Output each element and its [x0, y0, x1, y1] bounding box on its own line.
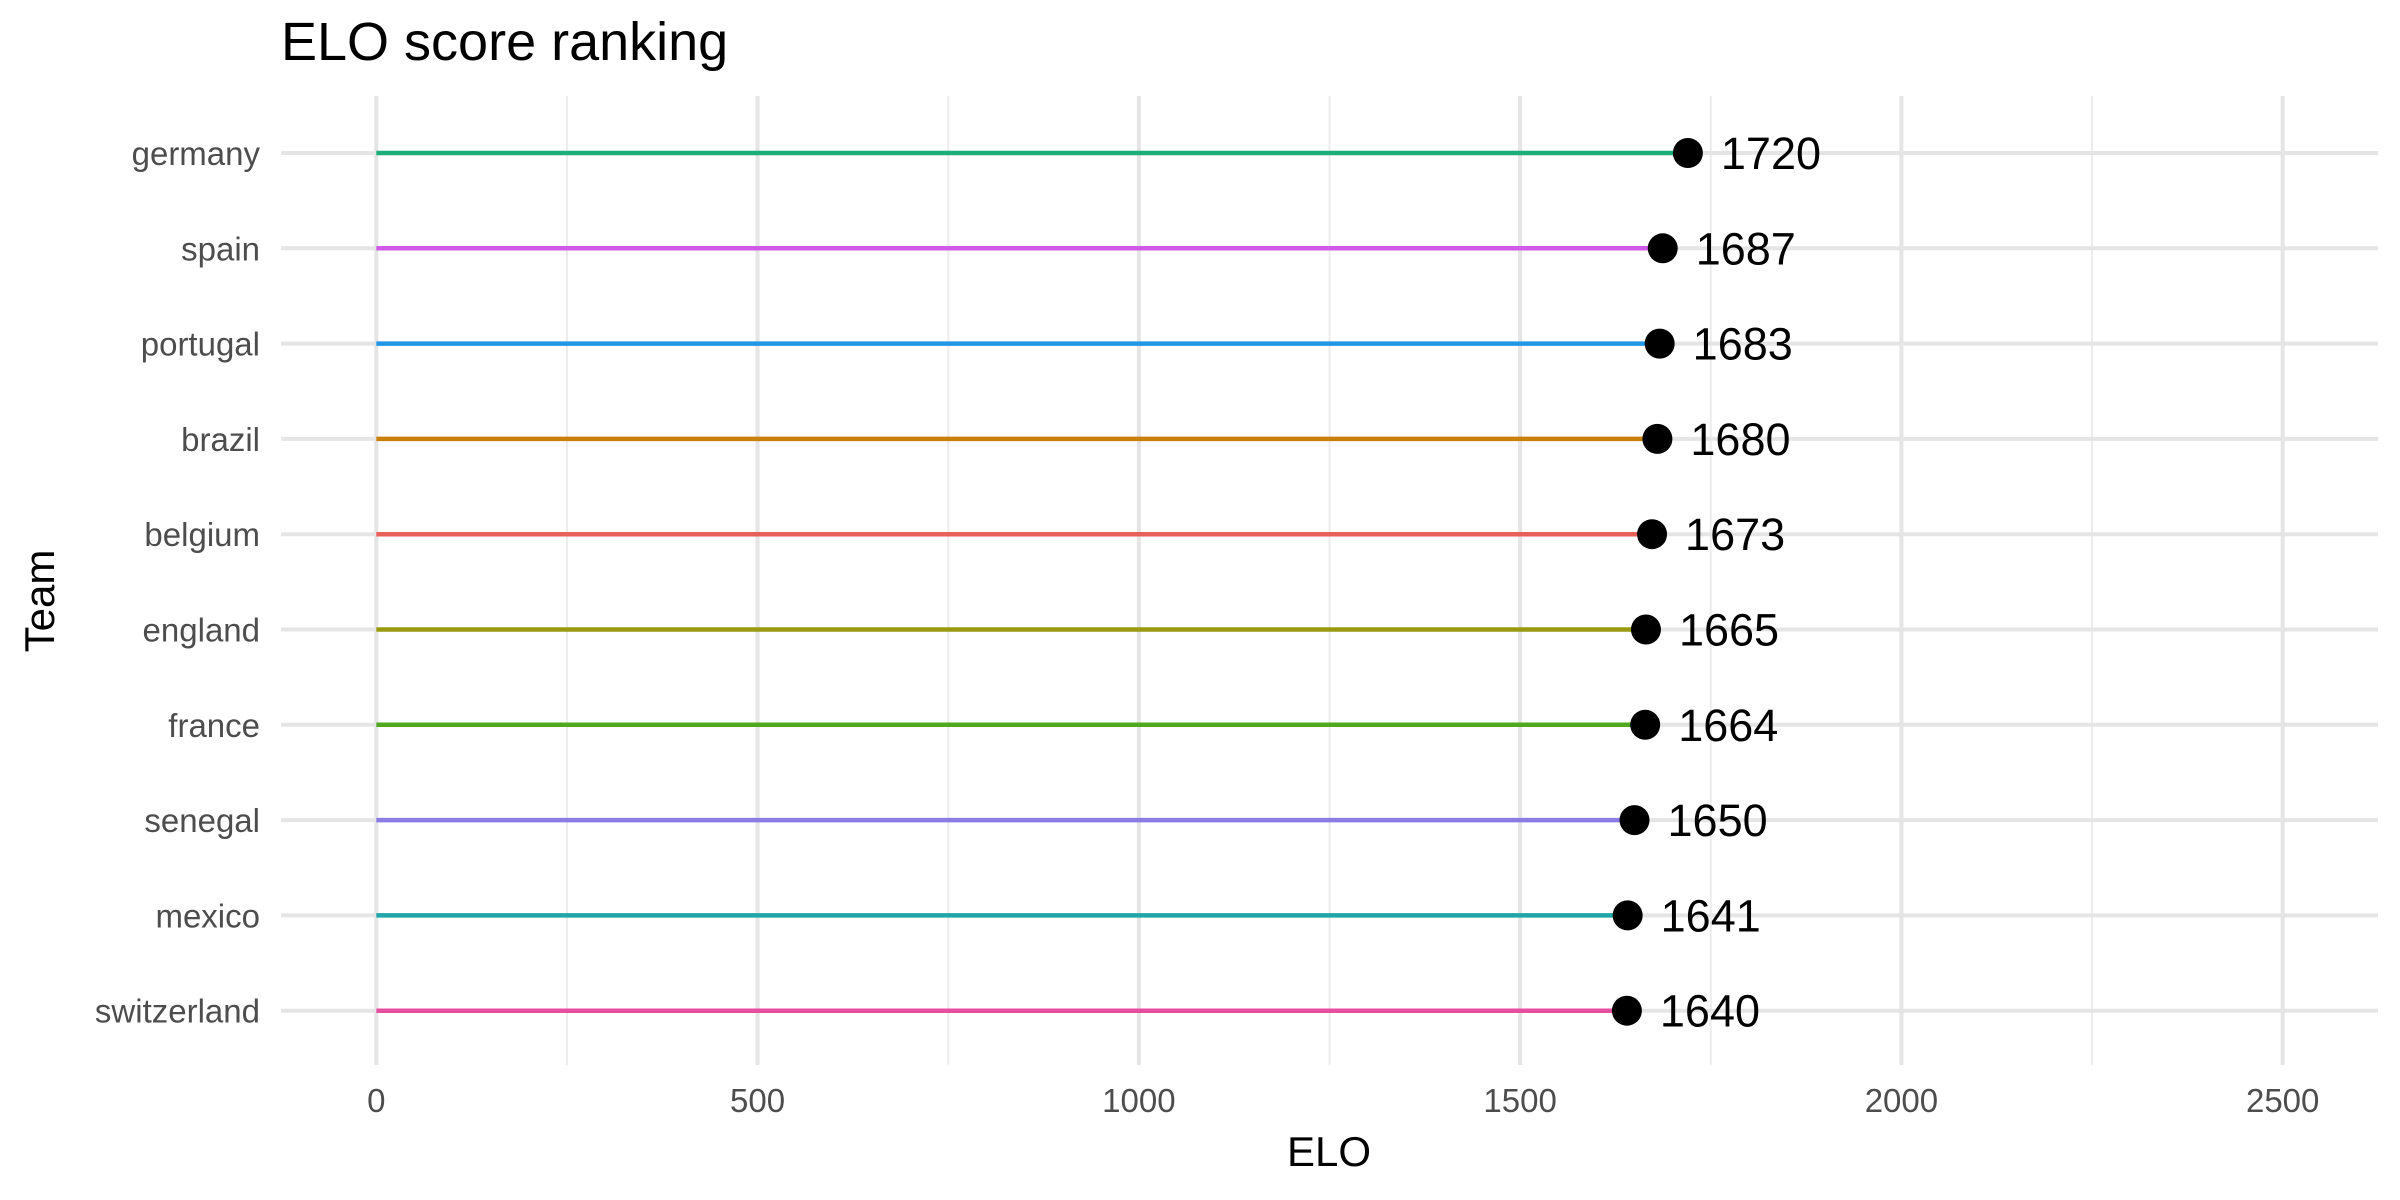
y-tick-label-germany: germany: [132, 135, 261, 172]
y-tick-label-brazil: brazil: [181, 421, 260, 458]
lollipop-point-switzerland: [1611, 995, 1642, 1026]
y-tick-label-senegal: senegal: [144, 802, 260, 839]
y-axis-title: Team: [16, 550, 63, 653]
y-tick-label-belgium: belgium: [144, 516, 260, 553]
value-label-brazil: 1680: [1690, 414, 1790, 465]
x-tick-label: 1500: [1483, 1082, 1556, 1119]
x-tick-label: 0: [367, 1082, 385, 1119]
y-tick-label-mexico: mexico: [155, 897, 260, 934]
lollipop-point-spain: [1647, 233, 1678, 264]
value-label-portugal: 1683: [1693, 319, 1793, 370]
y-tick-label-spain: spain: [181, 230, 260, 267]
y-tick-label-england: england: [143, 612, 260, 649]
y-tick-label-switzerland: switzerland: [95, 993, 260, 1030]
y-tick-label-portugal: portugal: [141, 326, 260, 363]
value-label-switzerland: 1640: [1660, 986, 1760, 1037]
lollipop-point-mexico: [1612, 900, 1643, 931]
x-tick-label: 500: [730, 1082, 785, 1119]
lollipop-point-brazil: [1642, 423, 1673, 454]
value-label-belgium: 1673: [1685, 509, 1785, 560]
x-tick-label: 2000: [1865, 1082, 1938, 1119]
lollipop-point-senegal: [1619, 805, 1650, 836]
x-axis-title: ELO: [1287, 1128, 1371, 1175]
lollipop-point-france: [1630, 709, 1661, 740]
chart-title: ELO score ranking: [281, 12, 728, 72]
value-label-england: 1665: [1679, 605, 1779, 656]
value-label-germany: 1720: [1721, 128, 1821, 179]
value-label-senegal: 1650: [1668, 795, 1768, 846]
x-tick-label: 2500: [2246, 1082, 2319, 1119]
lollipop-point-germany: [1672, 138, 1703, 168]
value-label-mexico: 1641: [1661, 890, 1761, 941]
lollipop-point-england: [1630, 614, 1661, 645]
value-label-spain: 1687: [1696, 223, 1796, 274]
lollipop-point-portugal: [1644, 328, 1675, 359]
y-tick-label-france: france: [168, 707, 260, 744]
value-label-france: 1664: [1678, 700, 1778, 751]
x-tick-label: 1000: [1102, 1082, 1175, 1119]
lollipop-point-belgium: [1637, 519, 1668, 550]
